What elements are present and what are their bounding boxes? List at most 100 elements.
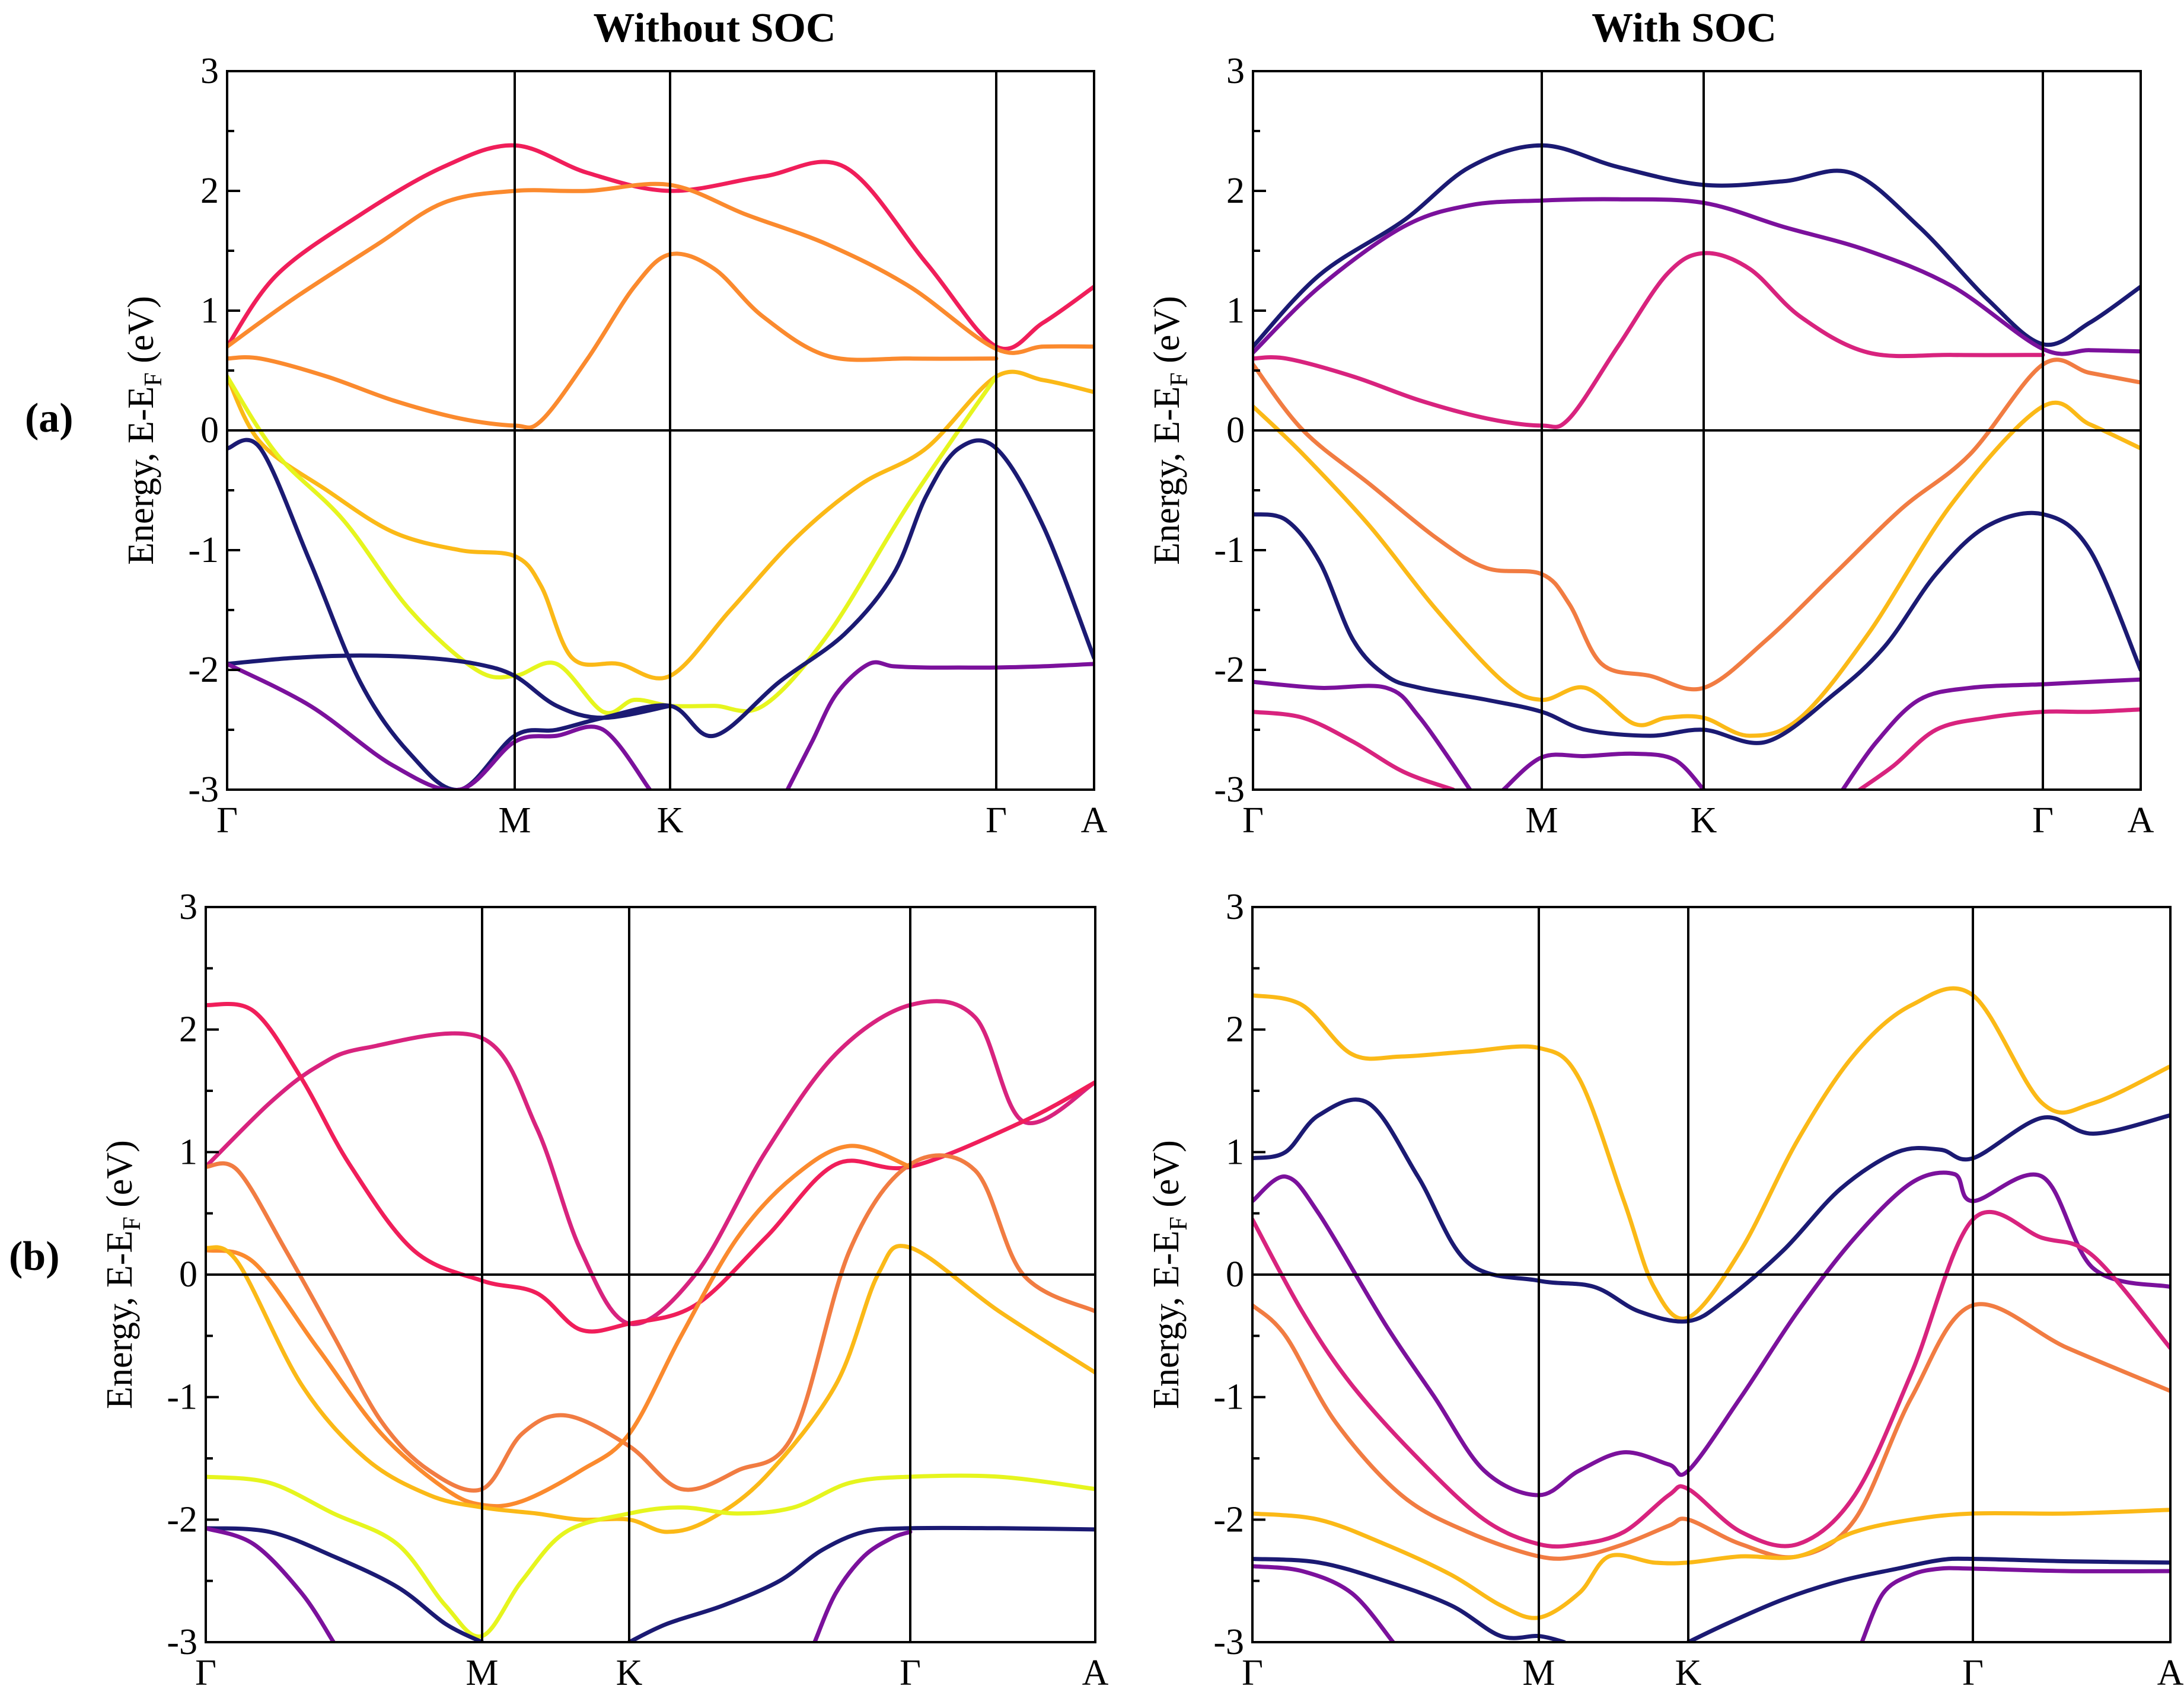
y-axis-label-unit: (eV) [121, 296, 161, 372]
y-tick-label: 3 [200, 51, 219, 91]
bands-b-noSOC [206, 999, 1095, 1642]
band-line-band-7 [1252, 1557, 1567, 1642]
y-axis-label-subscript: F [1166, 372, 1193, 386]
band-line-band-9 [785, 660, 1094, 790]
band-line-band-2 [227, 181, 1094, 355]
y-tick-label: -2 [1214, 650, 1245, 690]
y-axis-label: Energy, E-EF (eV) [1147, 296, 1193, 565]
band-line-band-5 [1253, 400, 2141, 738]
bands-b-SOC [1252, 986, 2170, 1642]
y-axis-label-main: Energy, E-E [1147, 387, 1187, 565]
band-line-band-6 [1253, 510, 2141, 745]
y-tick-label: -3 [1213, 1622, 1244, 1662]
bands-a-noSOC [227, 143, 1094, 790]
y-tick-label: 3 [1226, 887, 1244, 927]
y-tick-label: 1 [179, 1132, 197, 1172]
band-line-band-10 [812, 1530, 913, 1642]
y-tick-label: 3 [179, 887, 197, 927]
column-title-without-soc: Without SOC [593, 5, 836, 51]
y-axis-label-main: Energy, E-E [100, 1231, 140, 1409]
panel-a-noSOC: -3 -2 -1 0 1 2 3 Γ M K Γ A Energy, E-EF (eV) [121, 51, 1108, 841]
y-tick-label: 0 [200, 410, 219, 451]
band-line-band-6 [206, 1473, 1095, 1639]
y-tick-label: 1 [200, 290, 219, 331]
band-line-band-8 [227, 662, 652, 790]
kpoint-label: M [1525, 800, 1558, 841]
band-line-band-4 [227, 369, 1094, 681]
panel-b-noSOC: -3 -2 -1 0 1 2 3 Γ M K Γ A Energy, E-EF (eV) [100, 887, 1109, 1693]
band-line-band-9 [1501, 751, 1706, 790]
band-line-band-5 [206, 1244, 1095, 1534]
y-axis-label-unit: (eV) [1147, 296, 1187, 372]
band-line-band-6 [227, 438, 1094, 790]
panel-b-SOC: -3 -2 -1 0 1 2 3 Γ M K Γ A Energy, E-EF (eV) [1146, 887, 2184, 1693]
row-label-a: (a) [25, 395, 74, 441]
band-line-band-4 [206, 1144, 913, 1509]
band-line-band-9 [206, 1526, 336, 1642]
y-tick-label: -1 [1214, 530, 1245, 570]
y-axis-label-unit: (eV) [1146, 1140, 1187, 1217]
y-tick-label: 2 [1226, 171, 1245, 211]
y-tick-label: 0 [1226, 410, 1245, 451]
y-tick-label: -2 [167, 1499, 197, 1540]
column-title-with-soc: With SOC [1592, 5, 1777, 51]
kpoint-label: Γ [900, 1653, 921, 1693]
band-line-band-7 [206, 1526, 484, 1642]
y-axis-label-subscript: F [140, 372, 167, 386]
band-line-band-8 [627, 1525, 1095, 1642]
kpoint-label: Γ [1242, 1653, 1263, 1693]
y-tick-label: 0 [179, 1254, 197, 1295]
y-axis-label-main: Energy, E-E [1146, 1231, 1187, 1409]
y-tick-label: 0 [1226, 1254, 1244, 1295]
kpoint-label: Γ [1962, 1653, 1984, 1693]
band-line-band-11 [1857, 707, 2141, 790]
kpoint-label: A [2128, 800, 2154, 841]
y-tick-label: 1 [1226, 1132, 1244, 1172]
bands-a-SOC [1253, 143, 2141, 790]
y-tick-label: -1 [1213, 1377, 1244, 1417]
kpoint-label: Γ [2032, 800, 2054, 841]
y-tick-label: -1 [167, 1377, 197, 1417]
band-line-band-2 [1253, 197, 2141, 356]
y-tick-label: 3 [1226, 51, 1245, 91]
y-axis-label-main: Energy, E-E [121, 387, 161, 565]
kpoint-label: K [657, 800, 684, 841]
band-line-band-8 [1253, 710, 1456, 790]
band-line-band-10 [1860, 1566, 2170, 1642]
band-line-band-7 [1253, 679, 1472, 790]
kpoint-label: Γ [986, 800, 1007, 841]
band-line-band-9 [1686, 1556, 2170, 1642]
y-tick-label: -3 [167, 1622, 197, 1662]
kpoint-label: K [1691, 800, 1717, 841]
band-line-band-1 [1252, 986, 2170, 1321]
y-axis-label: Energy, E-EF (eV) [1146, 1140, 1193, 1409]
y-axis-label: Energy, E-EF (eV) [100, 1140, 146, 1409]
band-line-band-1 [1253, 143, 2141, 349]
band-line-band-3 [1252, 1170, 2170, 1498]
kpoint-label: K [616, 1653, 643, 1693]
kpoint-label: M [1522, 1653, 1555, 1693]
kpoint-label: Γ [1242, 800, 1264, 841]
row-label-b: (b) [9, 1234, 60, 1279]
band-line-band-1 [227, 143, 1094, 352]
panel-a-SOC: -3 -2 -1 0 1 2 3 Γ M K Γ A Energy, E-EF (eV) [1147, 51, 2154, 841]
band-line-band-10 [1841, 677, 2141, 790]
y-tick-label: -2 [188, 650, 219, 690]
y-axis-label: Energy, E-EF (eV) [121, 296, 167, 565]
kpoint-label: K [1675, 1653, 1702, 1693]
y-tick-label: 2 [1226, 1010, 1244, 1050]
kpoint-label: Γ [216, 800, 238, 841]
kpoint-label: A [2157, 1653, 2184, 1693]
band-line-band-5 [227, 374, 999, 716]
y-tick-label: -3 [188, 770, 219, 810]
band-line-band-3 [1253, 251, 2045, 429]
band-line-band-3 [206, 1153, 1095, 1493]
y-tick-label: -2 [1213, 1499, 1244, 1540]
band-line-band-3 [227, 251, 999, 430]
y-axis-label-unit: (eV) [100, 1140, 140, 1217]
band-line-band-5 [1252, 1302, 2170, 1561]
y-tick-label: -3 [1214, 770, 1245, 810]
y-tick-label: 2 [200, 171, 219, 211]
